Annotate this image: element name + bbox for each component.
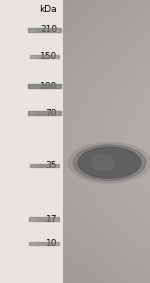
Bar (35, 242, 53, 245)
Bar (34, 29, 54, 31)
Bar (39, 29, 49, 30)
Bar (30, 164, 58, 168)
Text: 17: 17 (45, 215, 57, 224)
Bar (28, 85, 61, 88)
Bar (34, 112, 54, 114)
Bar (36, 164, 53, 167)
Ellipse shape (78, 147, 141, 178)
Bar (28, 111, 61, 115)
Text: 150: 150 (40, 52, 57, 61)
Ellipse shape (73, 145, 146, 181)
Text: 210: 210 (40, 25, 57, 34)
Text: 35: 35 (45, 161, 57, 170)
Bar (39, 86, 49, 87)
Text: 100: 100 (40, 82, 57, 91)
Bar (36, 55, 53, 58)
Bar (35, 218, 53, 220)
Text: kDa: kDa (39, 5, 57, 14)
Bar (40, 219, 49, 220)
Bar (34, 85, 54, 87)
Bar (40, 56, 48, 57)
Bar (29, 241, 59, 245)
Text: 70: 70 (45, 109, 57, 118)
Ellipse shape (92, 155, 114, 170)
Bar (39, 113, 49, 114)
Bar (30, 55, 58, 58)
Ellipse shape (69, 143, 150, 183)
Bar (40, 243, 49, 244)
Bar (29, 217, 59, 221)
Bar (40, 165, 48, 166)
Text: 10: 10 (45, 239, 57, 248)
Bar (28, 28, 61, 31)
